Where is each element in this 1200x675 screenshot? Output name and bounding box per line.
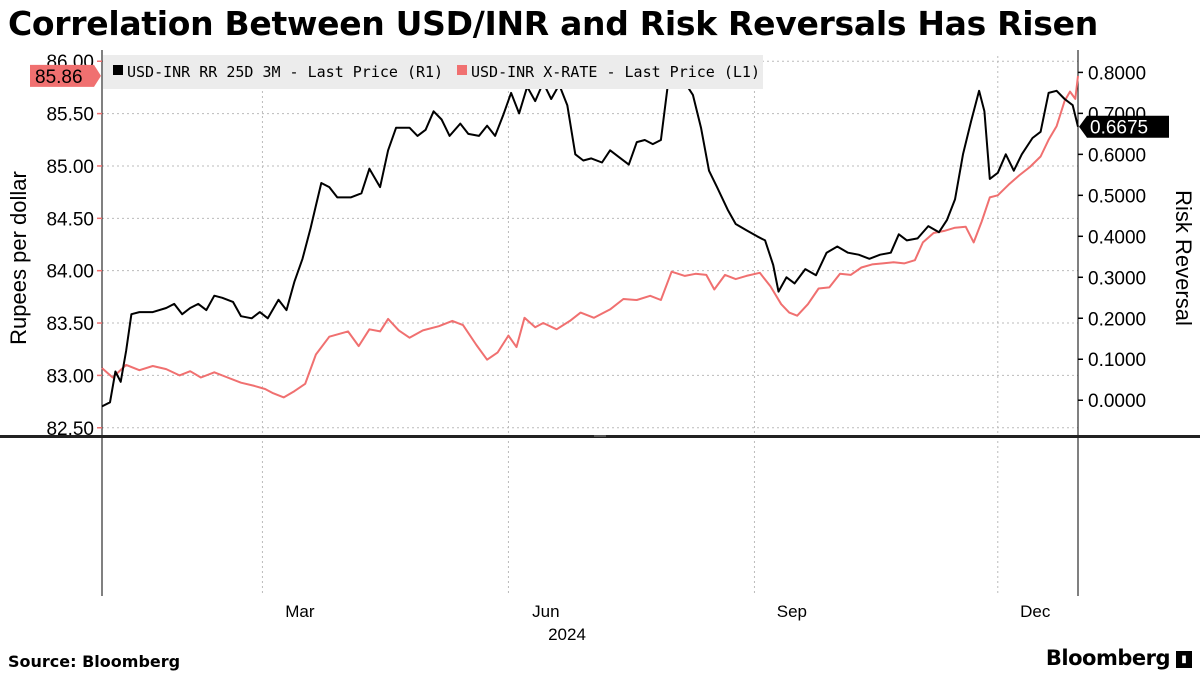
right-tick-label: 0.2000 [1088, 309, 1146, 330]
left-tick-label: 85.50 [46, 105, 94, 126]
x-axis-year-label: 2024 [548, 625, 586, 644]
right-tick-label: 0.3000 [1088, 268, 1146, 289]
x-tick-label: Mar [285, 602, 315, 621]
x-tick-label: Dec [1020, 602, 1051, 621]
left-tick-label: 83.50 [46, 314, 94, 335]
series-lines [101, 75, 1079, 408]
legend-swatch-fx [457, 65, 467, 75]
right-tick-label: 0.1000 [1088, 350, 1146, 371]
grid-lines [102, 56, 1078, 596]
panel-divider[interactable] [0, 435, 1200, 438]
x-tick-label: Sep [777, 602, 807, 621]
left-tick-label: 84.00 [46, 262, 94, 283]
series-line-rr [101, 75, 1079, 408]
right-tick-label: 0.8000 [1088, 63, 1146, 84]
left-tick-label: 83.00 [46, 366, 94, 387]
series-line-fx [101, 75, 1079, 399]
legend-label-fx: USD-INR X-RATE - Last Price (L1) [471, 63, 760, 81]
left-tick-label: 84.50 [46, 209, 94, 230]
rr-last-value-badge [1079, 115, 1169, 138]
rr-last-value-text: 0.6675 [1090, 118, 1148, 139]
y-axis-label-left: Rupees per dollar [6, 171, 31, 345]
source-note: Source: Bloomberg [8, 652, 181, 671]
x-tick-label: Jun [532, 602, 559, 621]
chart-title: Correlation Between USD/INR and Risk Rev… [8, 4, 1098, 43]
fx-last-value-text: 85.86 [35, 67, 83, 88]
right-axis: 0.0000 0.1000 0.2000 0.3000 0.4000 0.5000 0.60… [1077, 50, 1146, 596]
right-tick-label: 0.6000 [1088, 145, 1146, 166]
legend-swatch-rr [113, 65, 123, 75]
legend-label-rr: USD-INR RR 25D 3M - Last Price (R1) [127, 63, 443, 81]
brand-logo: Bloomberg [1045, 646, 1171, 670]
last-value-badges: 85.86 0.6675 [30, 64, 1169, 139]
right-tick-label: 0.4000 [1088, 227, 1146, 248]
legend[interactable]: USD-INR RR 25D 3M - Last Price (R1) USD-… [103, 55, 763, 89]
right-tick-label: 0.0000 [1088, 391, 1146, 412]
legend-box [103, 55, 763, 89]
y-axis-label-right: Risk Reversal [1171, 190, 1196, 326]
left-tick-label: 85.00 [46, 157, 94, 178]
fx-last-value-badge [30, 64, 101, 87]
left-tick-label: 82.50 [46, 419, 94, 440]
right-tick-label: 0.5000 [1088, 186, 1146, 207]
brand-chart-icon: ▮ [1176, 651, 1192, 668]
x-axis: Mar Jun Sep Dec [285, 602, 1051, 621]
